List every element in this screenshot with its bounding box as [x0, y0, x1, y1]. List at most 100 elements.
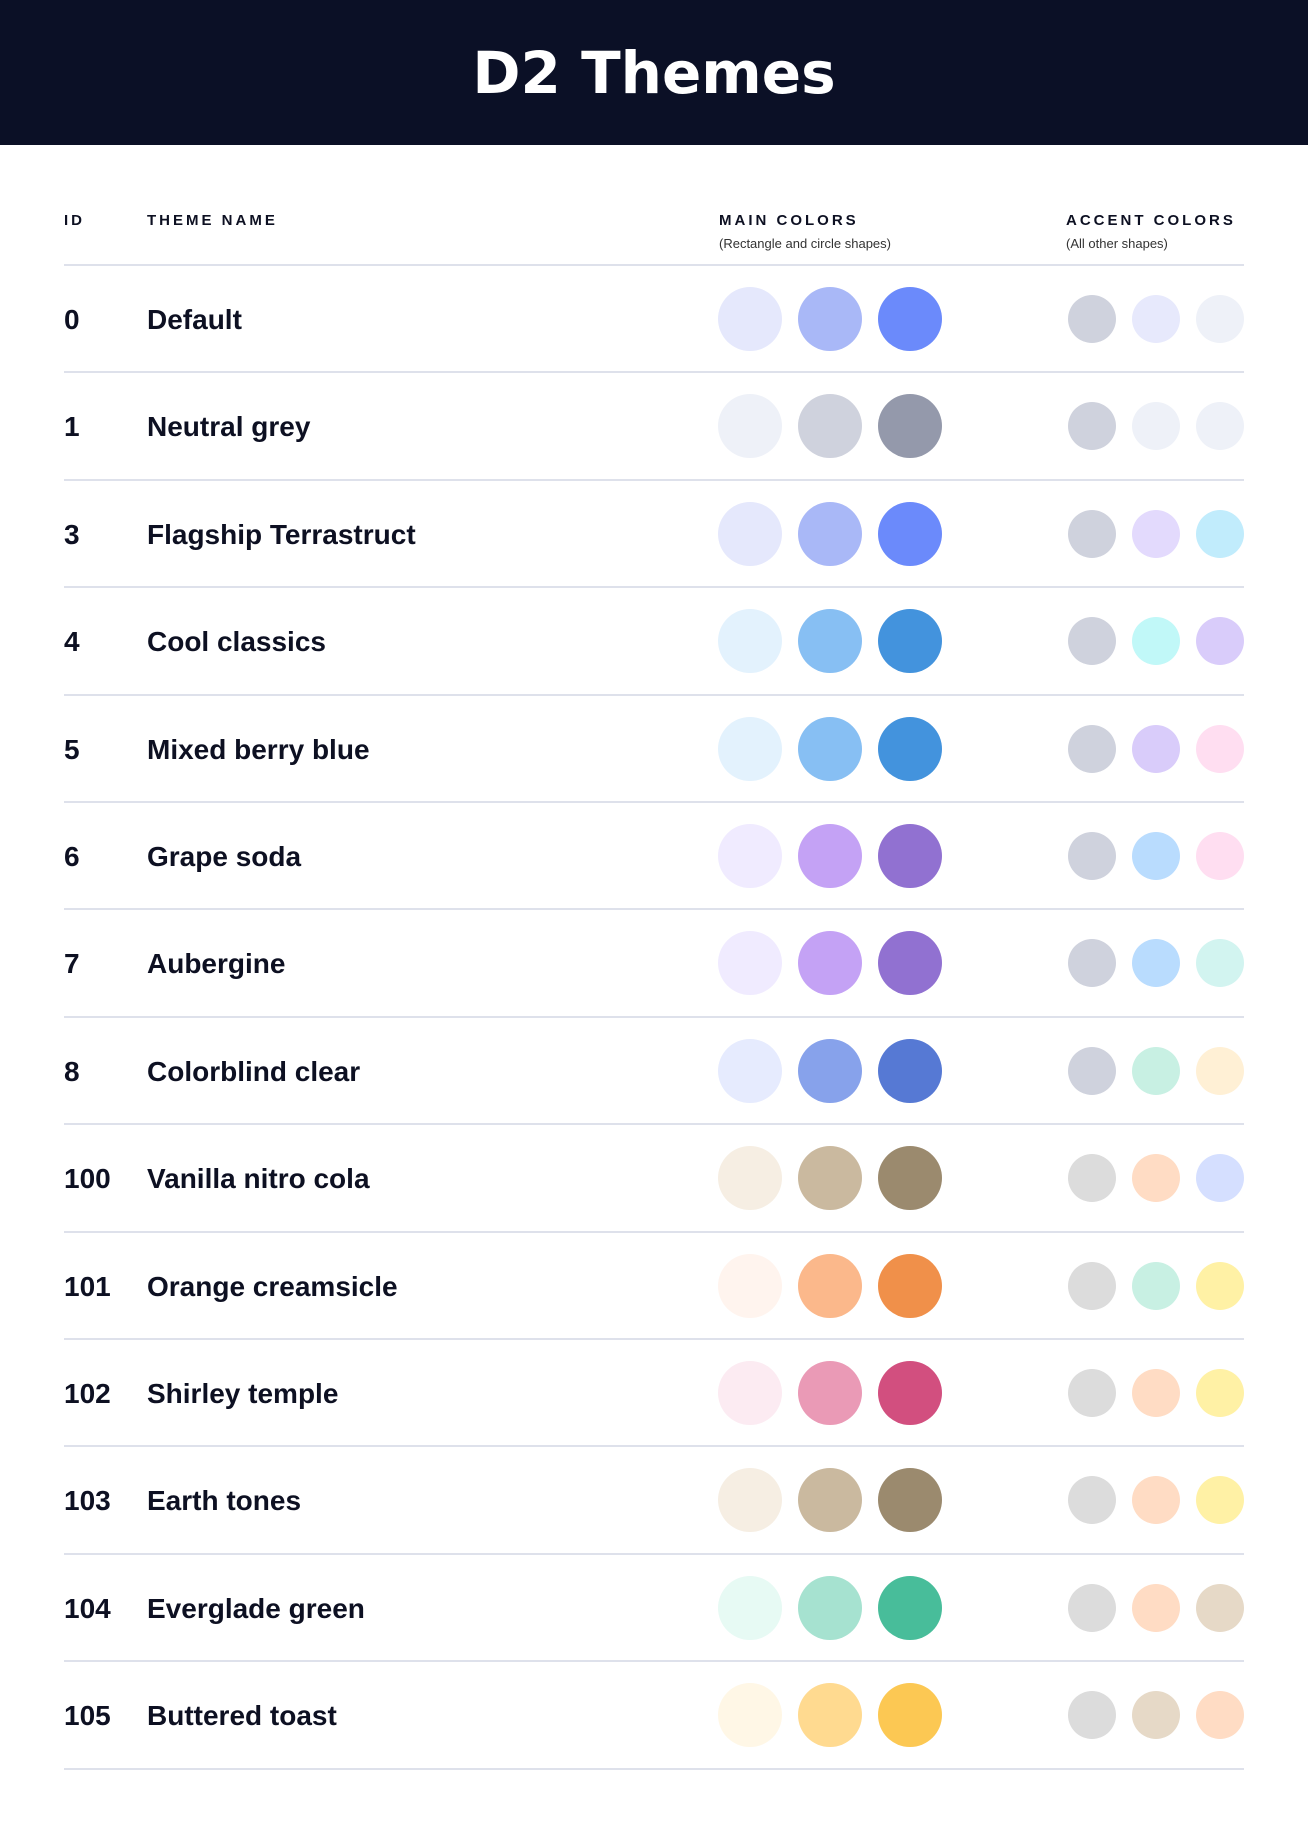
- main-color-swatch: [798, 1038, 862, 1103]
- accent-color-swatch: [1068, 1583, 1116, 1632]
- accent-color-swatch: [1132, 295, 1180, 343]
- main-color-swatch: [878, 824, 942, 888]
- theme-name: Earth tones: [147, 1485, 302, 1517]
- main-color-swatch: [878, 501, 942, 566]
- main-color-swatch: [718, 1146, 782, 1211]
- main-color-swatch: [798, 1361, 862, 1425]
- table-row: 8 Colorblind clear: [0, 1018, 1308, 1125]
- column-subheader-accent-colors: (All other shapes): [1066, 236, 1168, 251]
- table-row: 0 Default: [0, 266, 1308, 373]
- accent-color-swatch: [1132, 939, 1180, 988]
- column-subheader-main-colors: (Rectangle and circle shapes): [719, 236, 891, 251]
- accent-color-swatch: [1068, 1261, 1116, 1310]
- table-row: 105 Buttered toast: [0, 1662, 1308, 1769]
- main-color-swatch: [798, 716, 862, 781]
- main-color-swatch: [878, 1361, 942, 1425]
- main-color-swatch: [798, 824, 862, 888]
- accent-color-swatch: [1196, 832, 1244, 880]
- divider: [64, 1445, 1244, 1448]
- main-color-swatch: [878, 1038, 942, 1103]
- main-color-swatch: [718, 1361, 782, 1425]
- accent-color-swatch: [1068, 617, 1116, 666]
- table-row: 5 Mixed berry blue: [0, 696, 1308, 803]
- theme-name: Default: [147, 304, 242, 335]
- theme-name: Colorblind clear: [147, 1055, 361, 1087]
- divider: [64, 1660, 1244, 1663]
- main-color-swatch: [718, 1575, 782, 1640]
- divider: [64, 371, 1244, 374]
- accent-color-swatch: [1196, 1691, 1244, 1740]
- accent-color-swatch: [1196, 617, 1244, 666]
- theme-name: Mixed berry blue: [147, 733, 370, 765]
- theme-id: 103: [64, 1485, 111, 1517]
- theme-id: 100: [64, 1163, 111, 1195]
- divider: [64, 264, 1244, 266]
- accent-color-swatch: [1196, 402, 1244, 451]
- main-color-swatch: [878, 609, 942, 674]
- accent-color-swatch: [1068, 402, 1116, 451]
- divider: [64, 908, 1244, 911]
- main-color-swatch: [878, 1468, 942, 1533]
- main-color-swatch: [798, 287, 862, 351]
- accent-color-swatch: [1132, 1583, 1180, 1632]
- accent-color-swatch: [1196, 1261, 1244, 1310]
- main-color-swatch: [878, 1683, 942, 1748]
- divider: [64, 586, 1244, 589]
- divider: [64, 478, 1244, 481]
- accent-color-swatch: [1196, 1154, 1244, 1203]
- theme-name: Buttered toast: [147, 1700, 337, 1732]
- theme-id: 7: [64, 948, 80, 980]
- accent-color-swatch: [1068, 1476, 1116, 1525]
- theme-id: 105: [64, 1700, 111, 1732]
- main-color-swatch: [798, 394, 862, 459]
- theme-id: 4: [64, 626, 80, 658]
- main-color-swatch: [798, 1253, 862, 1318]
- accent-color-swatch: [1196, 295, 1244, 343]
- accent-color-swatch: [1068, 1154, 1116, 1203]
- page-header: D2 Themes: [0, 0, 1308, 145]
- theme-id: 5: [64, 733, 80, 765]
- theme-id: 8: [64, 1055, 80, 1087]
- main-color-swatch: [798, 609, 862, 674]
- main-color-swatch: [798, 1146, 862, 1211]
- page-title: D2 Themes: [472, 38, 836, 107]
- accent-color-swatch: [1068, 1046, 1116, 1095]
- divider: [64, 1123, 1244, 1126]
- column-header-theme-name: THEME NAME: [147, 212, 278, 229]
- table-row: 101 Orange creamsicle: [0, 1233, 1308, 1340]
- theme-id: 1: [64, 411, 80, 443]
- accent-color-swatch: [1068, 1691, 1116, 1740]
- accent-color-swatch: [1132, 832, 1180, 880]
- table-row: 100 Vanilla nitro cola: [0, 1125, 1308, 1232]
- accent-color-swatch: [1196, 939, 1244, 988]
- divider: [64, 1338, 1244, 1340]
- accent-color-swatch: [1196, 1583, 1244, 1632]
- main-color-swatch: [718, 1253, 782, 1318]
- theme-name: Shirley temple: [147, 1378, 339, 1409]
- accent-color-swatch: [1132, 1261, 1180, 1310]
- accent-color-swatch: [1132, 724, 1180, 773]
- accent-color-swatch: [1132, 1369, 1180, 1417]
- accent-color-swatch: [1068, 1369, 1116, 1417]
- divider: [64, 1015, 1244, 1018]
- divider: [64, 1552, 1244, 1555]
- accent-color-swatch: [1132, 402, 1180, 451]
- main-color-swatch: [878, 716, 942, 781]
- table-row: 7 Aubergine: [0, 910, 1308, 1017]
- table-row: 102 Shirley temple: [0, 1340, 1308, 1447]
- accent-color-swatch: [1132, 1691, 1180, 1740]
- accent-color-swatch: [1068, 939, 1116, 988]
- accent-color-swatch: [1068, 832, 1116, 880]
- divider: [64, 1230, 1244, 1233]
- accent-color-swatch: [1196, 1476, 1244, 1525]
- main-color-swatch: [798, 1468, 862, 1533]
- accent-color-swatch: [1196, 1369, 1244, 1417]
- main-color-swatch: [718, 609, 782, 674]
- accent-color-swatch: [1132, 1154, 1180, 1203]
- theme-name: Aubergine: [147, 948, 286, 980]
- main-color-swatch: [718, 1038, 782, 1103]
- main-color-swatch: [798, 1683, 862, 1748]
- main-color-swatch: [718, 931, 782, 996]
- table-row: 3 Flagship Terrastruct: [0, 481, 1308, 588]
- theme-id: 0: [64, 304, 80, 335]
